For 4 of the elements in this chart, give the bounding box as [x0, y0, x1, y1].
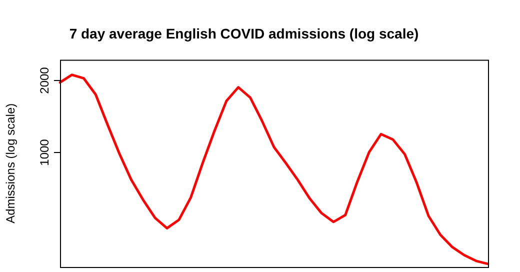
y-tick-label: 1000: [37, 138, 52, 166]
y-tick-label: 2000: [37, 66, 52, 94]
chart-title: 7 day average English COVID admissions (log scale): [69, 25, 419, 42]
y-axis-title: Admissions (log scale): [4, 103, 18, 224]
